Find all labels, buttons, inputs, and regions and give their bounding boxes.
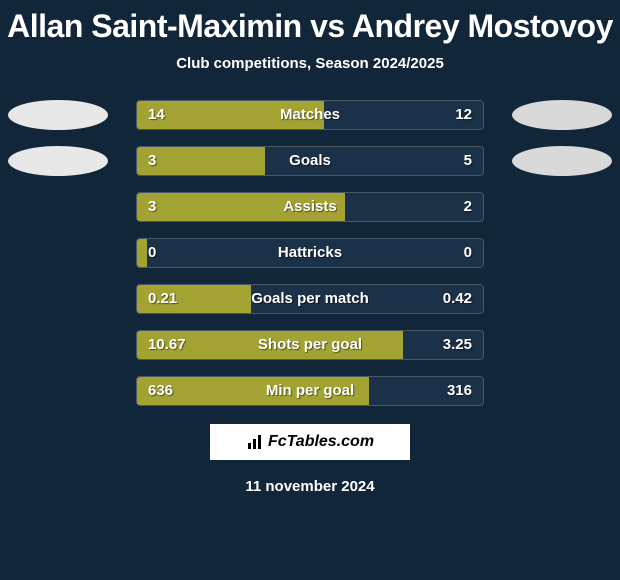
bar-fill-left xyxy=(137,331,403,359)
bar-fill-left xyxy=(137,147,265,175)
bar-track xyxy=(136,330,484,360)
stat-row: Hattricks00 xyxy=(0,238,620,268)
stat-row: Matches1412 xyxy=(0,100,620,130)
page-title: Allan Saint-Maximin vs Andrey Mostovoy xyxy=(0,0,620,45)
subtitle: Club competitions, Season 2024/2025 xyxy=(0,55,620,72)
bar-track xyxy=(136,238,484,268)
bar-track xyxy=(136,146,484,176)
bar-fill-right xyxy=(265,147,483,175)
chart-icon xyxy=(246,433,264,451)
bar-fill-left xyxy=(137,101,324,129)
bar-track xyxy=(136,376,484,406)
bar-fill-left xyxy=(137,377,369,405)
player-left-oval xyxy=(8,146,108,176)
bar-fill-left xyxy=(137,193,345,221)
bar-track xyxy=(136,284,484,314)
stat-row: Goals35 xyxy=(0,146,620,176)
player-right-oval xyxy=(512,100,612,130)
bar-fill-right xyxy=(473,239,483,267)
bar-fill-right xyxy=(369,377,483,405)
comparison-chart: Matches1412 Goals35 Assists32 Hattricks00 Go… xyxy=(0,100,620,406)
player-left-oval xyxy=(8,100,108,130)
stat-row: Shots per goal10.673.25 xyxy=(0,330,620,360)
bar-fill-left xyxy=(137,239,147,267)
bar-fill-right xyxy=(345,193,483,221)
bar-fill-right xyxy=(403,331,483,359)
branding-badge: FcTables.com xyxy=(210,424,410,460)
bar-fill-right xyxy=(251,285,483,313)
branding-text: FcTables.com xyxy=(268,433,374,451)
stat-row: Min per goal636316 xyxy=(0,376,620,406)
stat-row: Assists32 xyxy=(0,192,620,222)
date-label: 11 november 2024 xyxy=(0,478,620,495)
bar-track xyxy=(136,100,484,130)
bar-fill-right xyxy=(324,101,483,129)
bar-fill-left xyxy=(137,285,251,313)
stat-row: Goals per match0.210.42 xyxy=(0,284,620,314)
bar-track xyxy=(136,192,484,222)
player-right-oval xyxy=(512,146,612,176)
